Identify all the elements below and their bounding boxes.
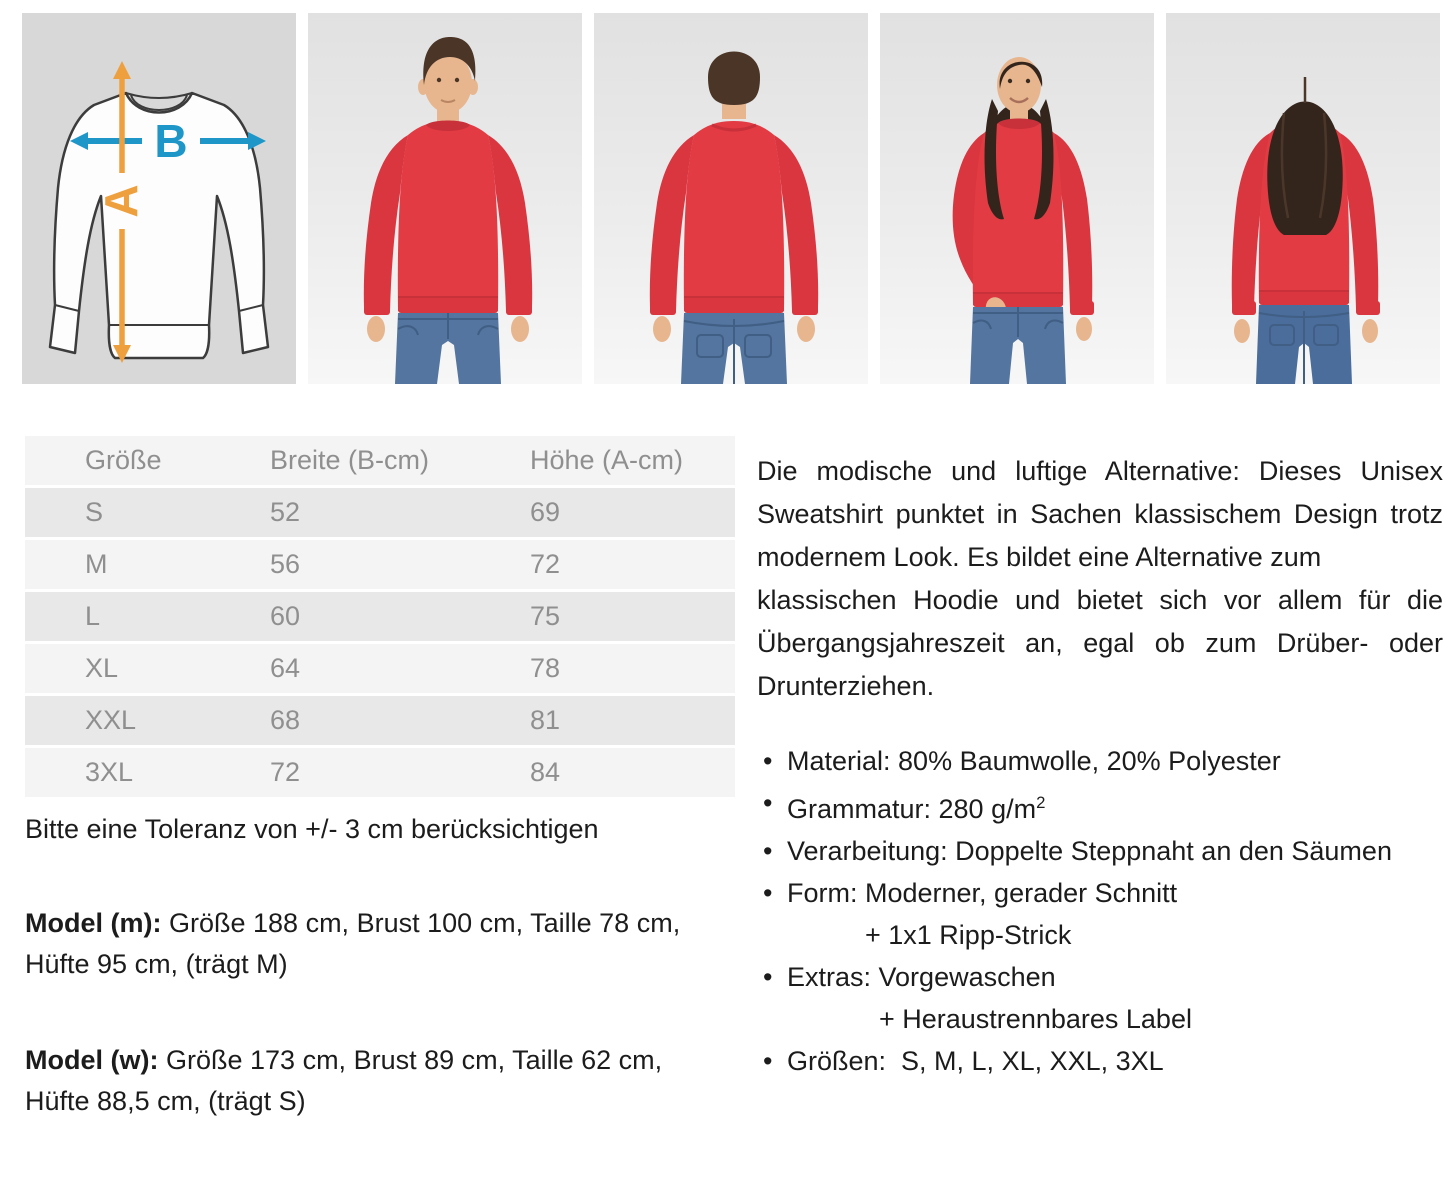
height-cell: 78 — [530, 653, 561, 683]
height-cell: 69 — [530, 497, 561, 527]
table-row: S 52 69 — [25, 488, 735, 537]
bullet-icon: • — [763, 788, 773, 818]
product-photo-man-front[interactable] — [308, 13, 582, 384]
spec-item: • Verarbeitung: Doppelte Steppnaht an den… — [757, 830, 1443, 872]
model-spec-label: Model (m): — [25, 908, 162, 938]
spec-item-text: Extras: Vorgewaschen — [787, 962, 1056, 992]
size-table-header-cell: Breite (B-cm) — [270, 445, 430, 475]
height-cell: 75 — [530, 601, 561, 631]
woman-back-illustration — [1231, 77, 1380, 384]
height-cell: 72 — [530, 549, 561, 579]
product-photo-woman-back[interactable] — [1166, 13, 1440, 384]
model-spec: Model (m): Größe 188 cm, Brust 100 cm, T… — [25, 903, 725, 985]
spec-item-text: Verarbeitung: Doppelte Steppnaht an den … — [787, 836, 1392, 866]
size-table-header: Größe Breite (B-cm) Höhe (A-cm) — [25, 436, 735, 485]
spec-list: • Material: 80% Baumwolle, 20% Polyester … — [757, 740, 1443, 1082]
table-row: XL 64 78 — [25, 644, 735, 693]
width-cell: 52 — [270, 497, 301, 527]
bullet-icon: • — [763, 746, 773, 776]
spec-item: •+ Heraustrennbares Label — [757, 998, 1443, 1040]
sweatshirt-measure-diagram: B A — [48, 61, 270, 363]
description-paragraph: Die modische und luftige Alternative: Di… — [757, 450, 1443, 708]
size-cell: 3XL — [85, 757, 134, 787]
table-row: L 60 75 — [25, 592, 735, 641]
model-spec-line2: Hüfte 95 cm, (trägt M) — [25, 949, 288, 979]
bullet-icon: • — [763, 962, 773, 992]
bullet-icon: • — [763, 1046, 773, 1076]
size-cell: M — [85, 549, 108, 579]
description-line: Übergangsjahreszeit an, egal ob zum Drüb… — [757, 628, 1443, 658]
width-cell: 68 — [270, 705, 301, 735]
spec-item-text: Grammatur: 280 g/m — [787, 794, 1037, 824]
table-row: 3XL 72 84 — [25, 748, 735, 797]
table-row: M 56 72 — [25, 540, 735, 589]
height-cell: 84 — [530, 757, 561, 787]
spec-item-superscript: 2 — [1036, 793, 1046, 812]
spec-item: • Material: 80% Baumwolle, 20% Polyester — [757, 740, 1443, 782]
spec-item-text: Material: 80% Baumwolle, 20% Polyester — [787, 746, 1281, 776]
size-cell: XL — [85, 653, 119, 683]
width-arrow-icon: B — [70, 115, 266, 167]
product-description: Die modische und luftige Alternative: Di… — [757, 450, 1443, 1082]
size-cell: S — [85, 497, 104, 527]
width-cell: 64 — [270, 653, 301, 683]
size-table-body: S 52 69 M 56 72 L 60 75 XL 64 78 XXL 68 … — [25, 488, 735, 797]
sweatshirt-outline — [48, 91, 270, 360]
size-cell: XXL — [85, 705, 137, 735]
model-spec-line2: Hüfte 88,5 cm, (trägt S) — [25, 1086, 306, 1116]
width-cell: 72 — [270, 757, 301, 787]
tolerance-note: Bitte eine Toleranz von +/- 3 cm berücks… — [25, 814, 599, 844]
product-photo-woman-front[interactable] — [880, 13, 1154, 384]
description-line: Die modische und luftige Alternative: Di… — [757, 456, 1443, 486]
height-arrow-icon: A — [95, 61, 147, 363]
model-spec-line1: Größe 188 cm, Brust 100 cm, Taille 78 cm… — [169, 908, 681, 938]
height-cell: 81 — [530, 705, 561, 735]
size-table: Größe Breite (B-cm) Höhe (A-cm) S 52 69 M … — [25, 436, 735, 800]
description-line: modernem Look. Es bildet eine Alternativ… — [757, 542, 1322, 572]
size-diagram-panel[interactable]: B A — [22, 13, 296, 384]
model-spec: Model (w): Größe 173 cm, Brust 89 cm, Ta… — [25, 1040, 725, 1122]
spec-item-text: Größen: S, M, L, XL, XXL, 3XL — [787, 1046, 1164, 1076]
spec-item-text: Form: Moderner, gerader Schnitt — [787, 878, 1178, 908]
height-label: A — [95, 184, 147, 217]
model-specs: Model (m): Größe 188 cm, Brust 100 cm, T… — [25, 903, 725, 1177]
spec-item: • Form: Moderner, gerader Schnitt — [757, 872, 1443, 914]
width-cell: 56 — [270, 549, 301, 579]
size-table-header-cell: Höhe (A-cm) — [530, 445, 684, 475]
model-spec-label: Model (w): — [25, 1045, 159, 1075]
width-label: B — [154, 115, 187, 167]
spec-item: • Größen: S, M, L, XL, XXL, 3XL — [757, 1040, 1443, 1082]
bullet-icon: • — [763, 836, 773, 866]
model-spec-line1: Größe 173 cm, Brust 89 cm, Taille 62 cm, — [166, 1045, 663, 1075]
size-cell: L — [85, 601, 101, 631]
table-row: XXL 68 81 — [25, 696, 735, 745]
product-photo-man-back[interactable] — [594, 13, 868, 384]
description-line: Drunterziehen. — [757, 671, 935, 701]
spec-item-text: + Heraustrennbares Label — [879, 1004, 1192, 1034]
bullet-icon: • — [763, 878, 773, 908]
description-line: Sweatshirt punktet in Sachen klassischem… — [757, 499, 1443, 529]
width-cell: 60 — [270, 601, 301, 631]
spec-item: • Grammatur: 280 g/m2 — [757, 782, 1443, 830]
description-line: klassischen Hoodie und bietet sich vor a… — [757, 585, 1443, 615]
size-table-header-cell: Größe — [85, 445, 162, 475]
spec-item: • Extras: Vorgewaschen — [757, 956, 1443, 998]
spec-item: •+ 1x1 Ripp-Strick — [757, 914, 1443, 956]
man-back-illustration — [649, 51, 819, 384]
woman-front-illustration — [952, 57, 1094, 384]
man-front-illustration — [363, 37, 533, 384]
spec-item-text: + 1x1 Ripp-Strick — [865, 920, 1072, 950]
